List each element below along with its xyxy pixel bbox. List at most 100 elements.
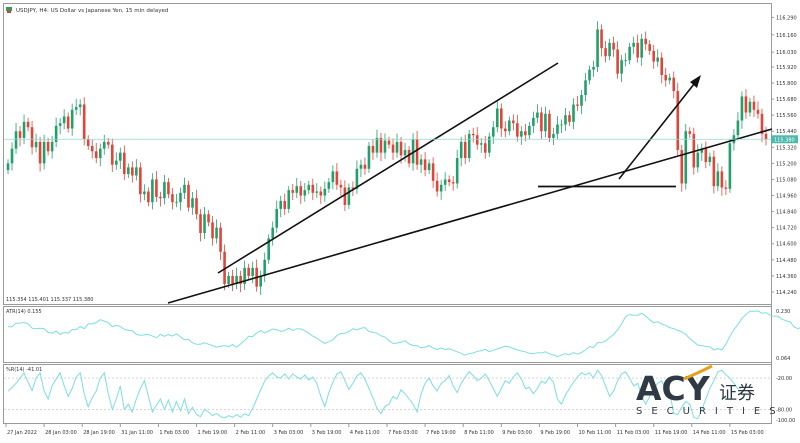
candle-body — [106, 141, 110, 145]
candle-body — [199, 214, 202, 234]
candle-body — [143, 191, 146, 195]
price-tick-label: 116.160 — [776, 33, 797, 39]
candle-body — [612, 42, 615, 50]
candle-body — [632, 42, 635, 47]
candle-body — [267, 238, 270, 260]
candle-body — [459, 141, 463, 159]
candle-body — [283, 200, 287, 209]
price-tick-label: 116.290 — [776, 15, 797, 21]
time-tick-label: 2 Feb 11:00 — [236, 430, 266, 436]
candle-body — [427, 163, 431, 171]
price-tick-label: 114.960 — [776, 194, 797, 200]
candle-body — [339, 184, 343, 188]
time-tick-label: 28 Jan 19:00 — [83, 430, 115, 436]
candle-body — [419, 159, 423, 165]
candle-body — [552, 133, 555, 138]
trendline-upper[interactable] — [217, 62, 559, 274]
candle-body — [403, 149, 407, 156]
candle-body — [323, 188, 327, 196]
candle-body — [114, 160, 118, 165]
time-tick-label: 8 Feb 11:00 — [464, 430, 494, 436]
candle-body — [383, 140, 387, 153]
candle-body — [42, 141, 46, 164]
candle-body — [347, 187, 351, 205]
candle-body — [155, 179, 158, 197]
candle-body — [508, 120, 511, 132]
candle-body — [195, 198, 198, 215]
candle-body — [431, 163, 435, 181]
candle-body — [704, 148, 708, 163]
candle-body — [375, 137, 379, 153]
candle-body — [495, 108, 499, 128]
candle-body — [443, 179, 447, 185]
candle-body — [239, 275, 242, 284]
candle-body — [30, 127, 34, 148]
price-tick-label: 115.920 — [776, 65, 797, 71]
candle-body — [271, 227, 274, 239]
candle-body — [167, 182, 170, 195]
projection-arrow-line[interactable] — [618, 78, 699, 180]
candle-body — [636, 42, 639, 58]
candle-body — [243, 267, 246, 284]
candle-body — [231, 275, 234, 284]
candle-body — [588, 69, 591, 81]
time-tick-label: 3 Feb 19:00 — [312, 430, 342, 436]
candle-body — [66, 116, 70, 129]
candle-body — [343, 187, 347, 205]
candle-body — [159, 196, 162, 199]
candle-body — [127, 167, 130, 175]
acy-watermark: ACY 证券 SECURITIES — [636, 364, 785, 417]
atr-panel-frame — [3, 306, 772, 363]
candle-body — [520, 131, 523, 137]
candles — [6, 21, 768, 295]
candle-body — [123, 152, 126, 175]
candle-body — [295, 186, 299, 193]
watermark-sub: SECURITIES — [636, 406, 785, 417]
candle-body — [251, 267, 254, 276]
time-tick-label: 1 Feb 19:00 — [198, 430, 228, 436]
candle-body — [110, 144, 114, 165]
candle-body — [532, 117, 535, 126]
candle-body — [439, 184, 443, 192]
candle-body — [740, 96, 744, 121]
candle-body — [70, 109, 74, 129]
candle-body — [516, 123, 519, 137]
candle-body — [215, 227, 218, 239]
candle-body — [760, 113, 764, 134]
candle-body — [207, 214, 210, 223]
main-panel-frame — [3, 3, 772, 305]
time-tick-label: 1 Feb 03:00 — [159, 430, 189, 436]
candle-body — [752, 101, 756, 110]
wpr-line — [7, 369, 743, 420]
candle-body — [187, 184, 190, 208]
candle-body — [463, 141, 467, 159]
trendline-support[interactable] — [167, 128, 773, 304]
current-price-box — [771, 135, 798, 144]
candle-body — [179, 192, 182, 203]
candle-body — [235, 275, 238, 284]
candle-body — [624, 60, 627, 62]
symbol-title: USDJPY, H4: US Dollar vs Japanese Yen, 1… — [16, 8, 168, 14]
candle-body — [604, 48, 607, 57]
candle-body — [135, 167, 138, 176]
time-tick-label: 10 Feb 11:00 — [579, 430, 612, 436]
drawn-objects[interactable] — [167, 62, 773, 304]
candle-body — [483, 143, 487, 153]
candle-body — [415, 139, 419, 165]
price-tick-label: 115.560 — [776, 113, 797, 119]
atr-tick-label: 0.064 — [776, 356, 790, 362]
candle-body — [175, 202, 178, 204]
price-tick-label: 114.720 — [776, 226, 797, 232]
candle-body — [692, 133, 696, 168]
time-tick-label: 28 Jan 03:00 — [45, 430, 77, 436]
time-tick-label: 9 Feb 03:00 — [502, 430, 532, 436]
time-tick-label: 7 Feb 03:00 — [388, 430, 418, 436]
candle-body — [560, 124, 563, 126]
candle-body — [680, 149, 684, 184]
candle-body — [491, 127, 495, 137]
candle-body — [471, 133, 475, 136]
candle-body — [672, 77, 676, 92]
candle-body — [78, 104, 82, 108]
candle-body — [303, 190, 307, 196]
